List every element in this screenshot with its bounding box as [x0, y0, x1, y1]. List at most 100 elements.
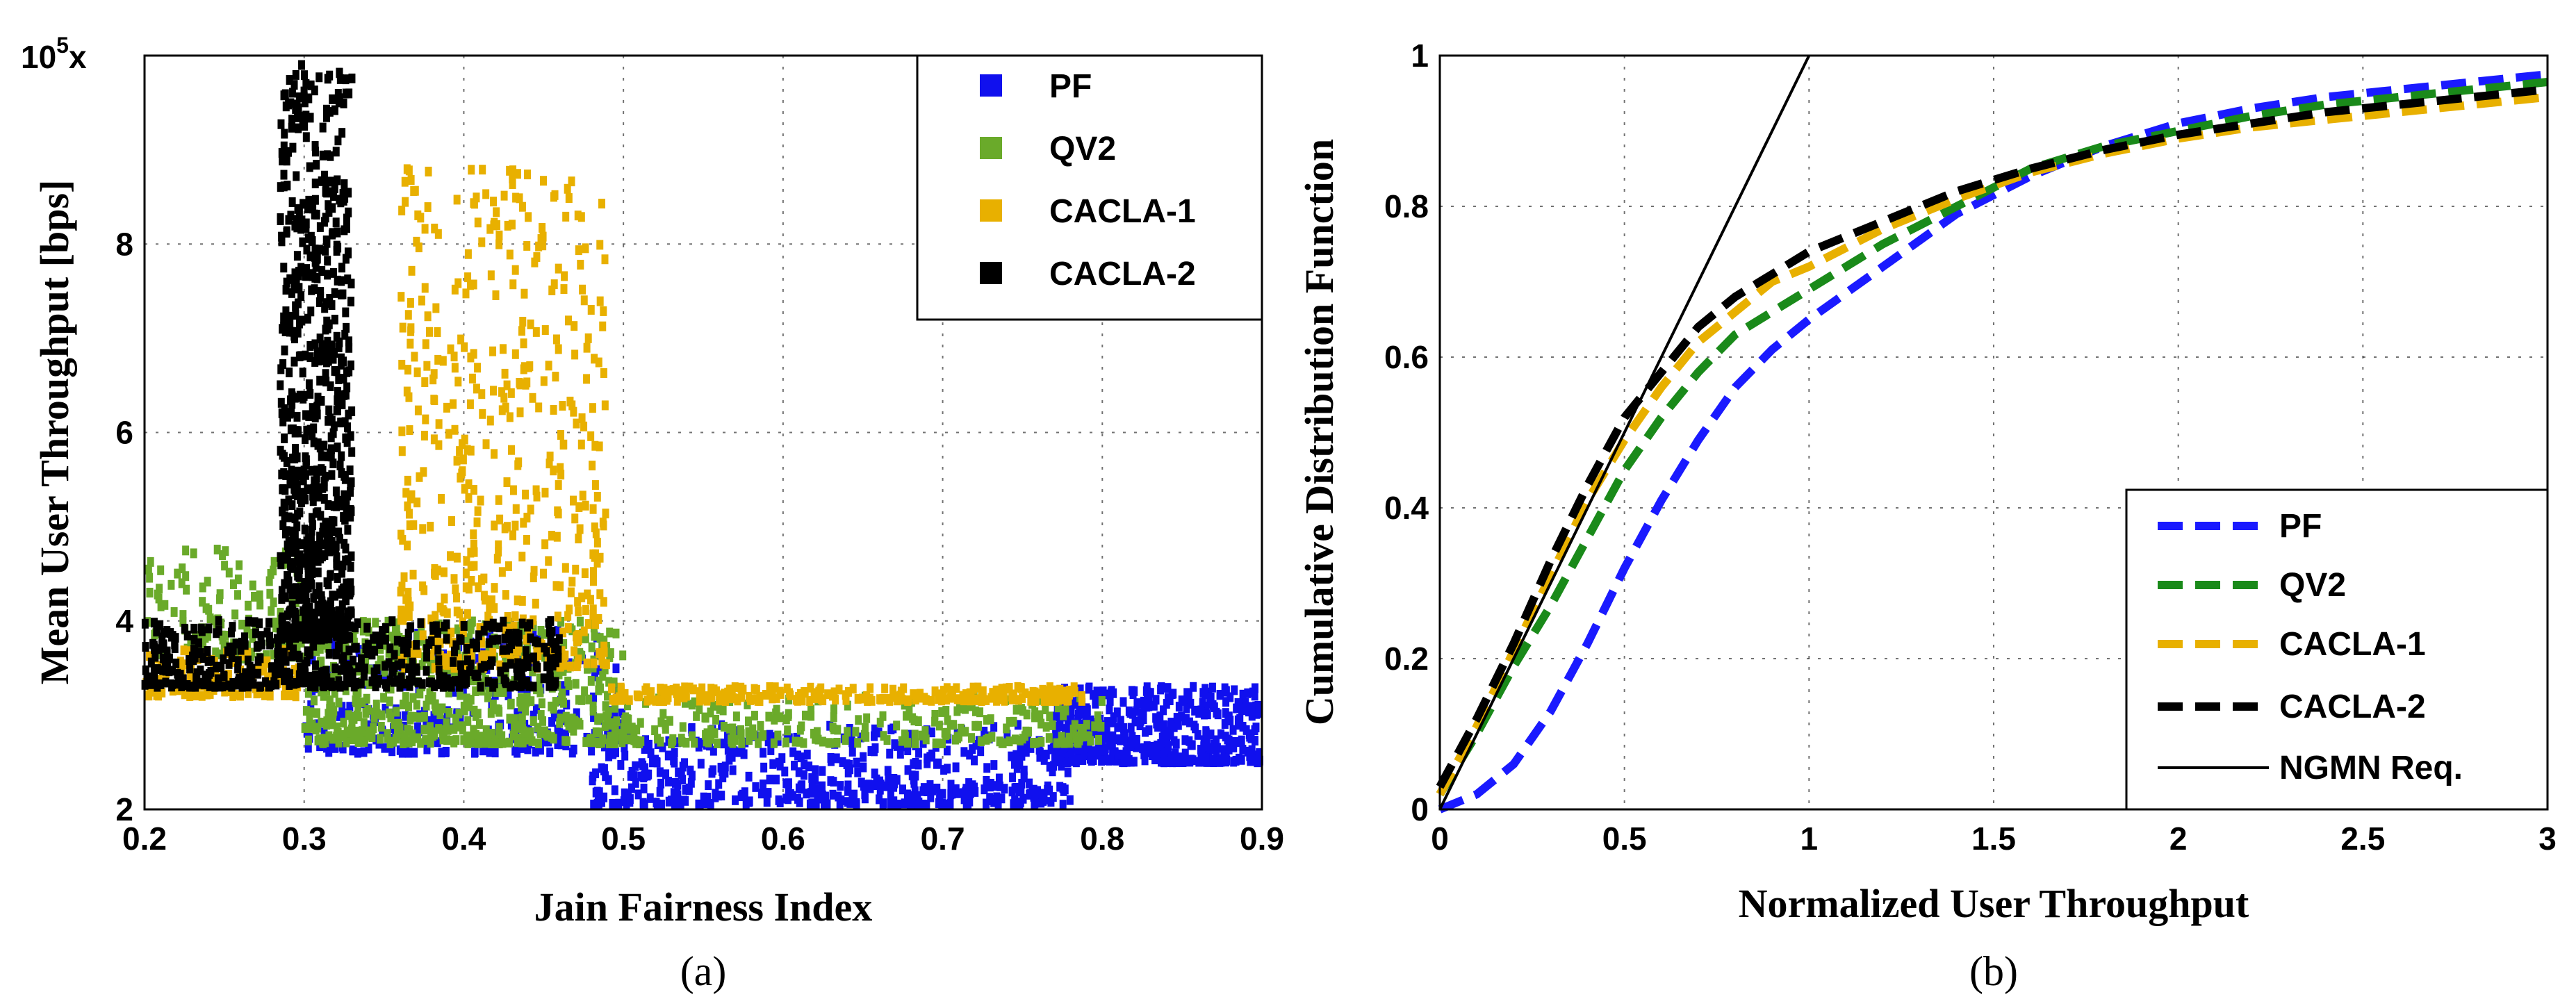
data-point: [909, 713, 917, 723]
data-point: [689, 731, 696, 741]
data-point: [1031, 707, 1039, 718]
data-point: [474, 217, 482, 228]
data-point: [331, 288, 338, 298]
data-point: [335, 527, 343, 538]
data-point: [597, 683, 605, 693]
data-point: [568, 625, 576, 636]
data-point: [617, 682, 625, 693]
data-point: [347, 431, 354, 441]
data-point: [288, 465, 295, 476]
data-point: [429, 692, 436, 702]
data-point: [462, 288, 470, 299]
data-point: [627, 783, 635, 793]
data-point: [290, 283, 298, 294]
data-point: [211, 682, 219, 692]
data-point: [344, 525, 352, 535]
data-point: [370, 723, 377, 733]
data-point: [767, 687, 775, 698]
data-point: [427, 636, 435, 647]
data-point: [466, 399, 474, 409]
data-point: [1101, 743, 1109, 753]
data-point: [540, 376, 548, 386]
data-point: [960, 788, 967, 798]
data-point: [345, 343, 353, 353]
data-point: [423, 361, 431, 371]
data-point: [529, 666, 536, 677]
data-point: [423, 666, 430, 676]
data-point: [288, 651, 295, 661]
data-point: [515, 643, 523, 653]
data-point: [953, 683, 960, 693]
data-point: [296, 318, 304, 329]
data-point: [312, 262, 320, 272]
data-point: [310, 423, 318, 434]
data-point: [589, 567, 597, 577]
data-point: [909, 791, 917, 801]
data-point: [404, 628, 412, 638]
data-point: [771, 714, 778, 725]
data-point: [238, 637, 245, 648]
data-point: [309, 490, 317, 501]
data-point: [280, 639, 288, 650]
data-point: [270, 597, 277, 608]
data-point: [324, 629, 331, 639]
data-point: [366, 664, 373, 675]
data-point: [520, 338, 527, 349]
data-point: [495, 723, 503, 733]
data-point: [295, 266, 303, 277]
y-tick-label: 0.6: [1384, 339, 1429, 375]
data-point: [289, 88, 297, 98]
data-point: [1022, 688, 1029, 698]
data-point: [405, 392, 413, 402]
data-point: [454, 278, 462, 288]
series-line-qv2: [1436, 78, 2548, 797]
data-point: [511, 611, 519, 622]
data-point: [518, 326, 525, 336]
data-point: [382, 623, 389, 634]
data-point: [326, 351, 334, 361]
data-point: [575, 629, 582, 640]
data-point: [341, 474, 349, 484]
data-point: [596, 552, 604, 563]
data-point: [407, 601, 414, 611]
data-point: [336, 534, 343, 544]
data-point: [325, 405, 333, 415]
data-point: [523, 634, 530, 645]
data-point: [584, 333, 592, 343]
data-point: [541, 325, 549, 336]
data-point: [1231, 685, 1238, 695]
data-point: [318, 718, 325, 728]
data-point: [376, 632, 384, 643]
data-point: [1035, 745, 1043, 755]
data-point: [286, 669, 294, 679]
data-point: [310, 641, 318, 651]
data-point: [361, 736, 368, 747]
data-point: [336, 68, 343, 79]
series-line-ngmn-req: [1438, 55, 1811, 810]
data-point: [148, 679, 156, 689]
data-point: [340, 98, 347, 108]
data-point: [451, 424, 459, 435]
data-point: [479, 732, 486, 742]
data-point: [345, 188, 352, 198]
data-point: [406, 681, 413, 691]
data-point: [484, 732, 492, 742]
data-point: [431, 656, 438, 666]
data-point: [618, 708, 626, 718]
data-point: [470, 729, 478, 740]
y-tick-label: 1: [1411, 38, 1429, 74]
data-point: [595, 357, 602, 368]
data-point: [1109, 717, 1117, 727]
data-point: [342, 307, 350, 318]
data-point: [552, 677, 559, 687]
data-point: [334, 612, 341, 622]
data-point: [1059, 800, 1067, 810]
data-point: [986, 793, 994, 803]
data-point: [1058, 732, 1065, 742]
data-point: [1145, 701, 1153, 711]
data-point: [673, 688, 680, 698]
data-point: [423, 700, 430, 711]
data-point: [604, 691, 612, 701]
data-point: [470, 279, 477, 290]
